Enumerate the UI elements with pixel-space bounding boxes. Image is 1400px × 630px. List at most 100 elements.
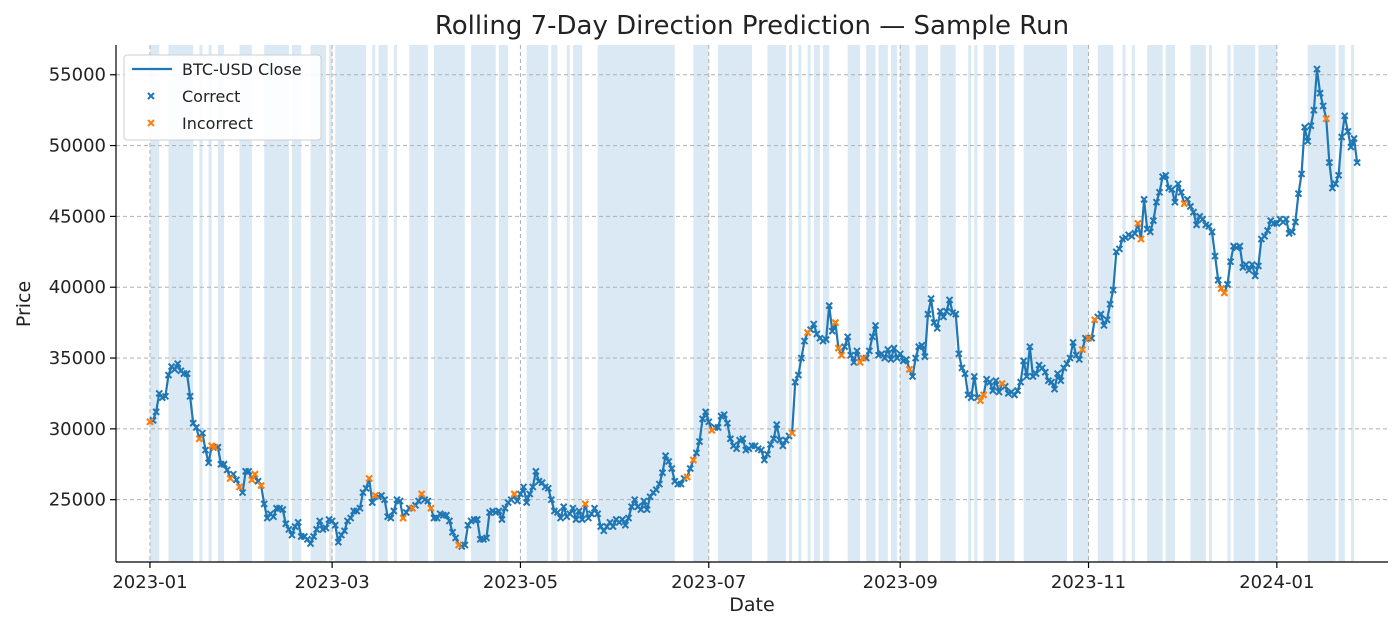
correct-marker — [810, 320, 818, 328]
correct-marker — [519, 483, 528, 491]
correct-span — [1023, 45, 1067, 562]
correct-marker — [1146, 228, 1154, 236]
correct-marker — [312, 525, 321, 534]
incorrect-marker — [581, 500, 589, 508]
correct-marker — [1152, 198, 1161, 206]
correct-marker — [732, 444, 741, 453]
correct-span — [393, 45, 397, 562]
incorrect-marker — [399, 514, 407, 522]
legend-correct-marker — [147, 92, 155, 100]
correct-marker — [442, 511, 451, 519]
y-tick-label: 25000 — [49, 490, 106, 511]
incorrect-marker — [998, 379, 1006, 388]
correct-marker — [445, 517, 454, 525]
correct-span — [813, 45, 820, 562]
correct-marker — [1050, 385, 1059, 393]
correct-marker — [1057, 376, 1065, 385]
correct-marker — [414, 497, 423, 505]
correct-marker — [1334, 171, 1343, 180]
correct-marker — [1294, 190, 1303, 198]
correct-marker — [1115, 245, 1124, 253]
correct-span — [798, 45, 802, 562]
incorrect-marker — [831, 318, 840, 327]
incorrect-marker — [859, 354, 867, 362]
correct-marker — [183, 369, 191, 378]
correct-marker — [692, 449, 701, 457]
correct-span — [1131, 45, 1135, 562]
incorrect-marker — [195, 435, 204, 443]
correct-marker — [726, 435, 735, 443]
correct-marker — [630, 495, 639, 504]
correct-marker — [908, 372, 917, 381]
correct-marker — [661, 452, 670, 460]
correct-span — [434, 45, 465, 562]
correct-marker — [791, 378, 799, 386]
correct-marker — [720, 410, 728, 419]
correct-marker — [204, 459, 213, 467]
correct-marker — [1106, 300, 1114, 308]
correct-marker — [593, 510, 602, 518]
correct-span — [1350, 45, 1355, 562]
correct-marker — [1325, 158, 1334, 167]
correct-span — [968, 45, 972, 562]
correct-marker — [1211, 252, 1219, 260]
correct-span — [372, 45, 376, 562]
correct-marker — [578, 515, 586, 524]
incorrect-marker — [408, 504, 417, 512]
x-tick-label: 2023-09 — [863, 572, 938, 593]
chart-title: Rolling 7-Day Direction Prediction — Sam… — [435, 11, 1069, 41]
correct-marker — [705, 418, 713, 426]
correct-marker — [933, 324, 941, 332]
correct-marker — [362, 484, 370, 493]
correct-marker — [260, 500, 268, 508]
correct-marker — [1097, 310, 1105, 318]
correct-marker — [701, 408, 710, 416]
correct-marker — [553, 508, 562, 517]
correct-span — [789, 45, 793, 562]
y-tick-label: 50000 — [49, 136, 106, 157]
correct-marker — [1066, 354, 1074, 362]
x-tick-label: 2024-01 — [1239, 572, 1314, 593]
correct-marker — [739, 435, 747, 443]
correct-marker — [532, 467, 540, 476]
incorrect-marker — [1322, 114, 1330, 123]
correct-marker — [896, 350, 904, 358]
incorrect-marker — [689, 456, 698, 464]
incorrect-marker — [1220, 289, 1229, 297]
correct-marker — [569, 504, 577, 512]
correct-marker — [930, 318, 938, 327]
correct-marker — [1171, 198, 1179, 206]
correct-marker — [902, 355, 911, 364]
correct-marker — [380, 495, 389, 504]
correct-marker — [1016, 378, 1025, 386]
correct-marker — [609, 522, 617, 531]
correct-span — [239, 45, 252, 562]
incorrect-marker — [454, 541, 463, 549]
x-tick-label: 2023-01 — [112, 572, 187, 593]
correct-marker — [288, 531, 296, 539]
correct-marker — [1131, 229, 1139, 238]
correct-marker — [890, 344, 898, 352]
correct-marker — [192, 423, 200, 432]
correct-marker — [1192, 221, 1201, 229]
incorrect-marker — [979, 391, 988, 399]
incorrect-marker — [146, 418, 154, 426]
correct-marker — [559, 503, 568, 511]
incorrect-marker — [417, 490, 426, 498]
correct-marker — [881, 354, 889, 362]
incorrect-marker — [1137, 235, 1145, 243]
correct-span — [1208, 45, 1213, 562]
correct-marker — [1023, 372, 1031, 381]
correct-marker — [1310, 106, 1318, 114]
correct-marker — [970, 372, 978, 381]
correct-marker — [1149, 216, 1158, 225]
correct-marker — [1019, 357, 1028, 365]
incorrect-marker — [510, 490, 518, 498]
correct-marker — [279, 505, 287, 514]
correct-marker — [396, 497, 404, 505]
correct-marker — [992, 376, 1000, 385]
correct-marker — [664, 457, 673, 466]
x-tick-label: 2023-05 — [483, 572, 558, 593]
correct-marker — [161, 392, 170, 400]
correct-marker — [779, 442, 787, 450]
